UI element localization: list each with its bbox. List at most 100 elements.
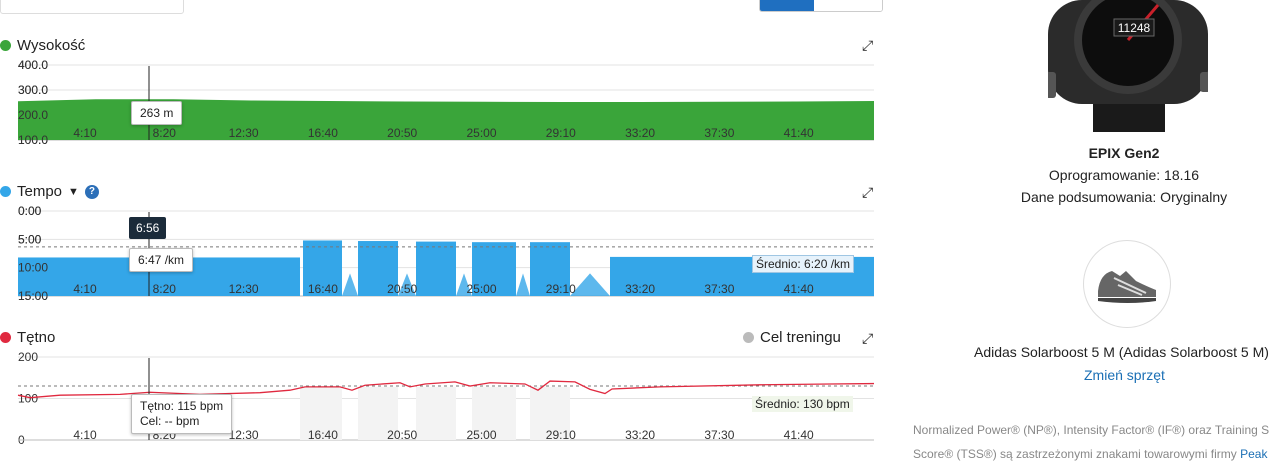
pace-xtick-label: 4:10	[73, 282, 97, 296]
pace-ytick-overlay: 15:00	[18, 289, 48, 300]
shoe-icon	[1098, 271, 1156, 303]
heart-xtick-label: 29:10	[546, 428, 576, 442]
heart-ytick-label: 200	[18, 350, 38, 364]
heart-interval-band	[530, 387, 570, 440]
pace-dip	[456, 273, 472, 296]
pace-area-segment	[472, 242, 516, 296]
elevation-ytick-overlay: 400.0	[18, 58, 48, 72]
expand-elevation-icon[interactable]: ⤢	[862, 37, 874, 53]
heart-xtick-label: 16:40	[308, 428, 338, 442]
change-gear-link[interactable]: Zmień sprzęt	[1084, 367, 1165, 383]
footnote-text: Score® (TSS®) są zastrzeżonymi znakami t…	[913, 447, 1241, 461]
pace-xtick-label: 29:10	[546, 282, 576, 296]
device-software: Oprogramowanie: 18.16	[1048, 167, 1200, 183]
heart-xtick-label: 25:00	[466, 428, 496, 442]
heart-title: Tętno	[0, 329, 55, 346]
elevation-title-text: Wysokość	[17, 37, 86, 54]
device-name: EPIX Gen2	[1088, 145, 1160, 161]
watch-step-box	[1113, 18, 1155, 37]
expand-heart-icon[interactable]: ⤢	[862, 330, 874, 346]
pace-ytick-overlay: 5:00	[18, 232, 42, 246]
elevation-ytick-label: 300.0	[18, 83, 48, 97]
heart-ytick-label: 100	[18, 392, 38, 406]
elevation-title: Wysokość	[0, 37, 85, 54]
gear-name: Adidas Solarboost 5 M (Adidas Solarboost…	[974, 344, 1269, 360]
heart-tooltip-hr: Tętno: 115 bpm	[140, 399, 224, 413]
heart-xtick-label: 12:30	[229, 428, 259, 442]
elevation-ytick-overlay: 300.0	[18, 83, 48, 97]
pace-marker-tooltip: 6:56	[129, 217, 167, 239]
pace-area-segment	[530, 242, 570, 296]
heart-tooltip: Tętno: 115 bpm Cel: -- bpm	[131, 394, 233, 434]
pace-xtick-label: 25:00	[466, 282, 496, 296]
training-target-legend[interactable]: Cel treningu	[743, 329, 841, 346]
elevation-chart[interactable]: 400.0300.0200.0100.0400.0300.0200.0100.0…	[0, 58, 880, 148]
elevation-xtick-label: 8:20	[153, 126, 177, 140]
elevation-xtick-label: 4:10	[73, 126, 97, 140]
elevation-ytick-overlay: 200.0	[18, 108, 48, 122]
pace-xtick-label: 37:30	[704, 282, 734, 296]
pace-dip	[342, 273, 358, 296]
heart-xtick-label: 20:50	[387, 428, 417, 442]
pace-ytick-overlay: 10:00	[18, 261, 48, 275]
footnote-link[interactable]: Peak	[1240, 447, 1268, 461]
top-selector-box[interactable]	[0, 0, 184, 14]
pace-area-segment	[303, 240, 342, 296]
pace-area-segment	[358, 241, 398, 296]
heart-rate-line	[17, 380, 875, 399]
elevation-xtick-label: 12:30	[229, 126, 259, 140]
watch-image: 11248	[1048, 0, 1208, 132]
heart-interval-band	[472, 387, 516, 440]
watch-button-right	[1200, 72, 1208, 92]
shoe-image	[1083, 240, 1171, 328]
elevation-xtick-label: 20:50	[387, 126, 417, 140]
pace-area-segment	[416, 241, 456, 296]
dropdown-caret-icon[interactable]: ▼	[68, 185, 79, 198]
pace-dip	[516, 273, 530, 296]
watch-button-left	[1048, 72, 1056, 98]
elevation-ytick-label: 400.0	[18, 58, 48, 72]
pace-title-text: Tempo	[17, 183, 63, 200]
footnote-line2: Score® (TSS®) są zastrzeżonymi znakami t…	[913, 447, 1267, 461]
heart-dot-icon	[0, 332, 11, 343]
pace-xtick-label: 12:30	[229, 282, 259, 296]
pace-dip	[570, 273, 610, 296]
elevation-xtick-label: 16:40	[308, 126, 338, 140]
elevation-tooltip: 263 m	[131, 101, 183, 125]
pace-xtick-label: 33:20	[625, 282, 655, 296]
elevation-xtick-label: 33:20	[625, 126, 655, 140]
toggle-option-active[interactable]	[760, 0, 814, 11]
elevation-xtick-label: 25:00	[466, 126, 496, 140]
legend-label: Cel treningu	[760, 329, 841, 346]
footnote-line1: Normalized Power® (NP®), Intensity Facto…	[913, 423, 1270, 437]
pace-ytick-overlay: 0:00	[18, 204, 42, 218]
heart-interval-band	[358, 387, 398, 440]
heart-xtick-label: 4:10	[73, 428, 97, 442]
legend-dot-icon	[743, 332, 754, 343]
elevation-ytick-overlay: 100.0	[18, 133, 48, 147]
heart-interval-band	[416, 387, 456, 440]
pace-xtick-label: 8:20	[153, 282, 177, 296]
heart-interval-band	[300, 387, 342, 440]
heart-rate-chart[interactable]: 20010004:108:2012:3016:4020:5025:0029:10…	[0, 350, 880, 446]
pace-average-label: Średnio: 6:20 /km	[752, 255, 855, 273]
elevation-xtick-label: 41:40	[784, 126, 814, 140]
pace-tooltip: 6:47 /km	[129, 248, 194, 272]
heart-xtick-label: 41:40	[784, 428, 814, 442]
toggle-option-inactive[interactable]	[814, 0, 882, 11]
heart-average-label: Średnio: 130 bpm	[752, 396, 853, 412]
heart-xtick-label: 33:20	[625, 428, 655, 442]
elevation-xtick-label: 29:10	[546, 126, 576, 140]
view-toggle[interactable]	[759, 0, 883, 12]
help-icon[interactable]: ?	[84, 184, 99, 199]
pace-title: Tempo ▼ ?	[0, 183, 99, 200]
pace-xtick-label: 41:40	[784, 282, 814, 296]
pace-ytick-label: 5:00	[18, 232, 42, 246]
heart-tooltip-target: Cel: -- bpm	[140, 414, 200, 428]
heart-title-text: Tętno	[17, 329, 56, 346]
elevation-xtick-label: 37:30	[704, 126, 734, 140]
pace-dot-icon	[0, 186, 11, 197]
pace-xtick-label: 16:40	[308, 282, 338, 296]
elevation-area	[18, 99, 874, 140]
expand-pace-icon[interactable]: ⤢	[862, 184, 874, 200]
